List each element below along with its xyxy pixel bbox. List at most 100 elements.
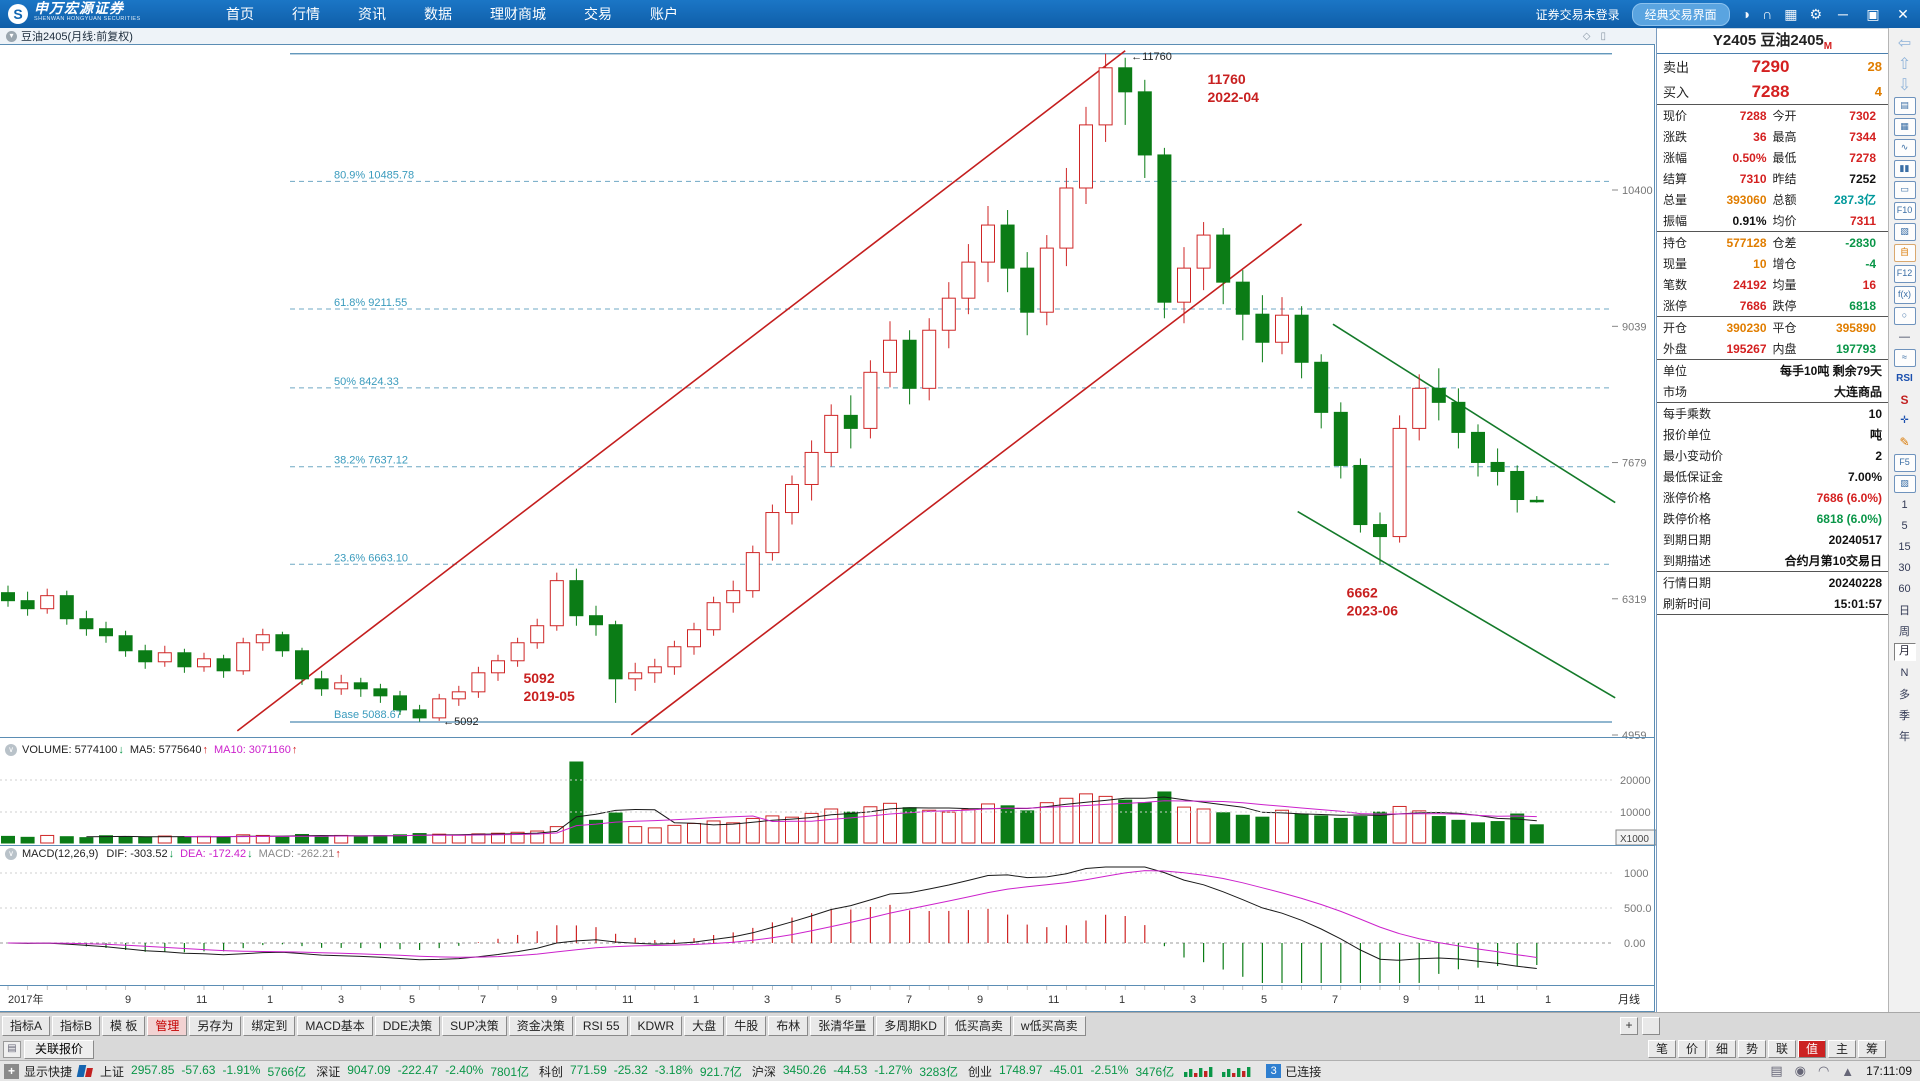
index-quote-沪深[interactable]: 沪深 3450.26 -44.53 -1.27% 3283亿 <box>751 1062 959 1079</box>
period-15min-icon[interactable]: 15 <box>1898 540 1911 553</box>
index-quote-上证[interactable]: 上证 2957.85 -57.63 -1.91% 5766亿 <box>100 1062 307 1079</box>
book-row[interactable]: 买入 7288 4 <box>1663 81 1882 101</box>
index-quote-创业[interactable]: 创业 1748.97 -45.01 -2.51% 3476亿 <box>968 1062 1175 1079</box>
nav-item-资讯[interactable]: 资讯 <box>358 6 386 22</box>
circle-tool-icon[interactable]: ○ <box>1889 305 1920 326</box>
grid-icon[interactable]: ▦ <box>1784 5 1798 22</box>
indicator-tab-指标B[interactable]: 指标B <box>52 1016 101 1036</box>
indicator-tab-MACD基本[interactable]: MACD基本 <box>297 1016 373 1036</box>
book-row[interactable]: 卖出 7290 28 <box>1663 56 1882 76</box>
nav-item-数据[interactable]: 数据 <box>424 6 452 22</box>
view-tab-筹[interactable]: 筹 <box>1858 1040 1886 1058</box>
voice-icon[interactable]: ◉ <box>1794 1063 1806 1078</box>
connection-count-badge[interactable]: 3 <box>1266 1064 1282 1078</box>
restore-button[interactable]: ▣ <box>1866 5 1880 22</box>
indicator-tab-RSI 55[interactable]: RSI 55 <box>574 1016 628 1036</box>
nav-item-理财商城[interactable]: 理财商城 <box>490 6 546 22</box>
f12-trade-icon[interactable]: F12 <box>1889 263 1920 284</box>
view-tab-价[interactable]: 价 <box>1678 1040 1706 1058</box>
kline-chart[interactable]: 80.9% 10485.78 61.8% 9211.55 50% 8424.33 38… <box>0 44 1657 1012</box>
minute-view-icon[interactable]: ▭ <box>1889 179 1920 200</box>
chevron-down-icon[interactable]: ▾ <box>6 30 17 42</box>
page-down-icon[interactable]: ⇩ <box>1897 76 1912 94</box>
indicator-tab-低买高卖[interactable]: 低买高卖 <box>946 1016 1011 1036</box>
tab-more-button[interactable] <box>1642 1017 1660 1035</box>
period-day-icon[interactable]: 日 <box>1899 604 1910 617</box>
linked-quote-tab[interactable]: 关联报价 <box>24 1039 95 1059</box>
view-tab-联[interactable]: 联 <box>1768 1040 1796 1058</box>
period-multi-icon[interactable]: 多 <box>1899 688 1910 701</box>
custom-stock-icon[interactable]: 自 <box>1889 242 1920 263</box>
nav-item-账户[interactable]: 账户 <box>650 6 678 22</box>
quick-label[interactable]: 显示快捷 <box>24 1064 73 1079</box>
view-tab-笔[interactable]: 笔 <box>1648 1040 1676 1058</box>
indicator-tab-DDE决策[interactable]: DDE决策 <box>374 1016 441 1036</box>
page-up-icon[interactable]: ⇧ <box>1897 55 1912 73</box>
indicator-tab-多周期KD[interactable]: 多周期KD <box>876 1016 945 1036</box>
s-indicator-icon[interactable]: S <box>1900 392 1909 407</box>
refresh-f5-icon[interactable]: F5 <box>1889 452 1920 473</box>
panel-toggle-icon[interactable]: ▯ <box>1600 30 1606 42</box>
snapshot-icon[interactable]: ▨ <box>1889 473 1920 494</box>
period-60min-icon[interactable]: 60 <box>1898 582 1911 595</box>
indicator-tab-管理[interactable]: 管理 <box>147 1016 188 1036</box>
indicator-tab-资金决策[interactable]: 资金决策 <box>508 1016 573 1036</box>
indicator-tab-模 板[interactable]: 模 板 <box>102 1016 146 1036</box>
indicator-tab-牛股[interactable]: 牛股 <box>726 1016 767 1036</box>
note-icon[interactable]: ▤ <box>1770 1063 1783 1078</box>
classic-trade-button[interactable]: 经典交易界面 <box>1631 2 1730 26</box>
indicator-tab-KDWR[interactable]: KDWR <box>629 1016 683 1036</box>
view-tab-值[interactable]: 值 <box>1798 1040 1826 1058</box>
period-month-icon[interactable]: 月 <box>1889 641 1920 662</box>
satellite-icon[interactable]: ◠ <box>1817 1063 1830 1078</box>
nav-item-行情[interactable]: 行情 <box>292 6 320 22</box>
nav-item-首页[interactable]: 首页 <box>226 6 254 22</box>
wave-tool-icon[interactable]: ≈ <box>1889 347 1920 368</box>
nav-item-交易[interactable]: 交易 <box>584 6 612 22</box>
period-quarter-icon[interactable]: 季 <box>1899 709 1910 722</box>
add-tab-button[interactable]: + <box>1620 1017 1638 1035</box>
period-n-icon[interactable]: N <box>1900 666 1909 679</box>
instrument-title[interactable]: Y2405 豆油2405M <box>1657 28 1888 54</box>
view-tab-细[interactable]: 细 <box>1708 1040 1736 1058</box>
back-icon[interactable]: ⇦ <box>1897 34 1912 52</box>
trend-chart-icon[interactable]: ∿ <box>1889 137 1920 158</box>
indicator-tab-大盘[interactable]: 大盘 <box>684 1016 725 1036</box>
indicator-tab-绑定到[interactable]: 绑定到 <box>243 1016 296 1036</box>
view-tab-主[interactable]: 主 <box>1828 1040 1856 1058</box>
indicator-tab-张清华量[interactable]: 张清华量 <box>810 1016 875 1036</box>
collapse-icon[interactable]: ∨ <box>5 847 17 860</box>
view-tab-势[interactable]: 势 <box>1738 1040 1766 1058</box>
close-button[interactable]: ✕ <box>1897 5 1909 22</box>
diamond-icon[interactable]: ◇ <box>1582 30 1591 42</box>
period-1min-icon[interactable]: 1 <box>1901 498 1908 511</box>
period-5min-icon[interactable]: 5 <box>1901 519 1908 532</box>
indicator-tab-w低买高卖[interactable]: w低买高卖 <box>1012 1016 1086 1036</box>
kline-view-icon[interactable]: ▮▮ <box>1889 158 1920 179</box>
market-heat-icon[interactable] <box>1184 1064 1256 1078</box>
quote-list-icon[interactable]: ▤ <box>1889 95 1920 116</box>
multi-grid-icon[interactable]: ▧ <box>1889 221 1920 242</box>
gear-icon[interactable]: ⚙ <box>1809 5 1822 22</box>
table-view-icon[interactable]: ▦ <box>1889 116 1920 137</box>
quick-add-button[interactable]: + <box>4 1063 19 1079</box>
indicator-tab-SUP决策[interactable]: SUP决策 <box>442 1016 507 1036</box>
linked-quote-icon[interactable]: ▤ <box>3 1040 21 1058</box>
formula-icon[interactable]: f(x) <box>1889 284 1920 305</box>
kline-chart-area[interactable]: 80.9% 10485.78 61.8% 9211.55 50% 8424.33 38… <box>0 44 1657 1012</box>
index-quote-科创[interactable]: 科创 771.59 -25.32 -3.18% 921.7亿 <box>539 1062 742 1079</box>
index-quote-深证[interactable]: 深证 9047.09 -222.47 -2.40% 7801亿 <box>316 1062 530 1079</box>
period-30min-icon[interactable]: 30 <box>1898 561 1911 574</box>
collapse-icon[interactable]: ∨ <box>5 743 17 756</box>
indicator-tab-另存为[interactable]: 另存为 <box>189 1016 242 1036</box>
indicator-tab-布林[interactable]: 布林 <box>768 1016 809 1036</box>
period-week-icon[interactable]: 周 <box>1899 625 1910 638</box>
headset-icon[interactable]: ∩ <box>1762 6 1773 22</box>
pencil-tool-icon[interactable]: ✎ <box>1899 434 1910 449</box>
f10-info-icon[interactable]: F10 <box>1889 200 1920 221</box>
rsi-indicator-icon[interactable]: RSI <box>1896 373 1913 384</box>
period-year-icon[interactable]: 年 <box>1899 730 1910 743</box>
bell-icon[interactable]: ▲ <box>1841 1063 1855 1079</box>
minimize-button[interactable]: ─ <box>1838 6 1848 22</box>
crosshair-tool-icon[interactable]: ✛ <box>1900 415 1909 426</box>
